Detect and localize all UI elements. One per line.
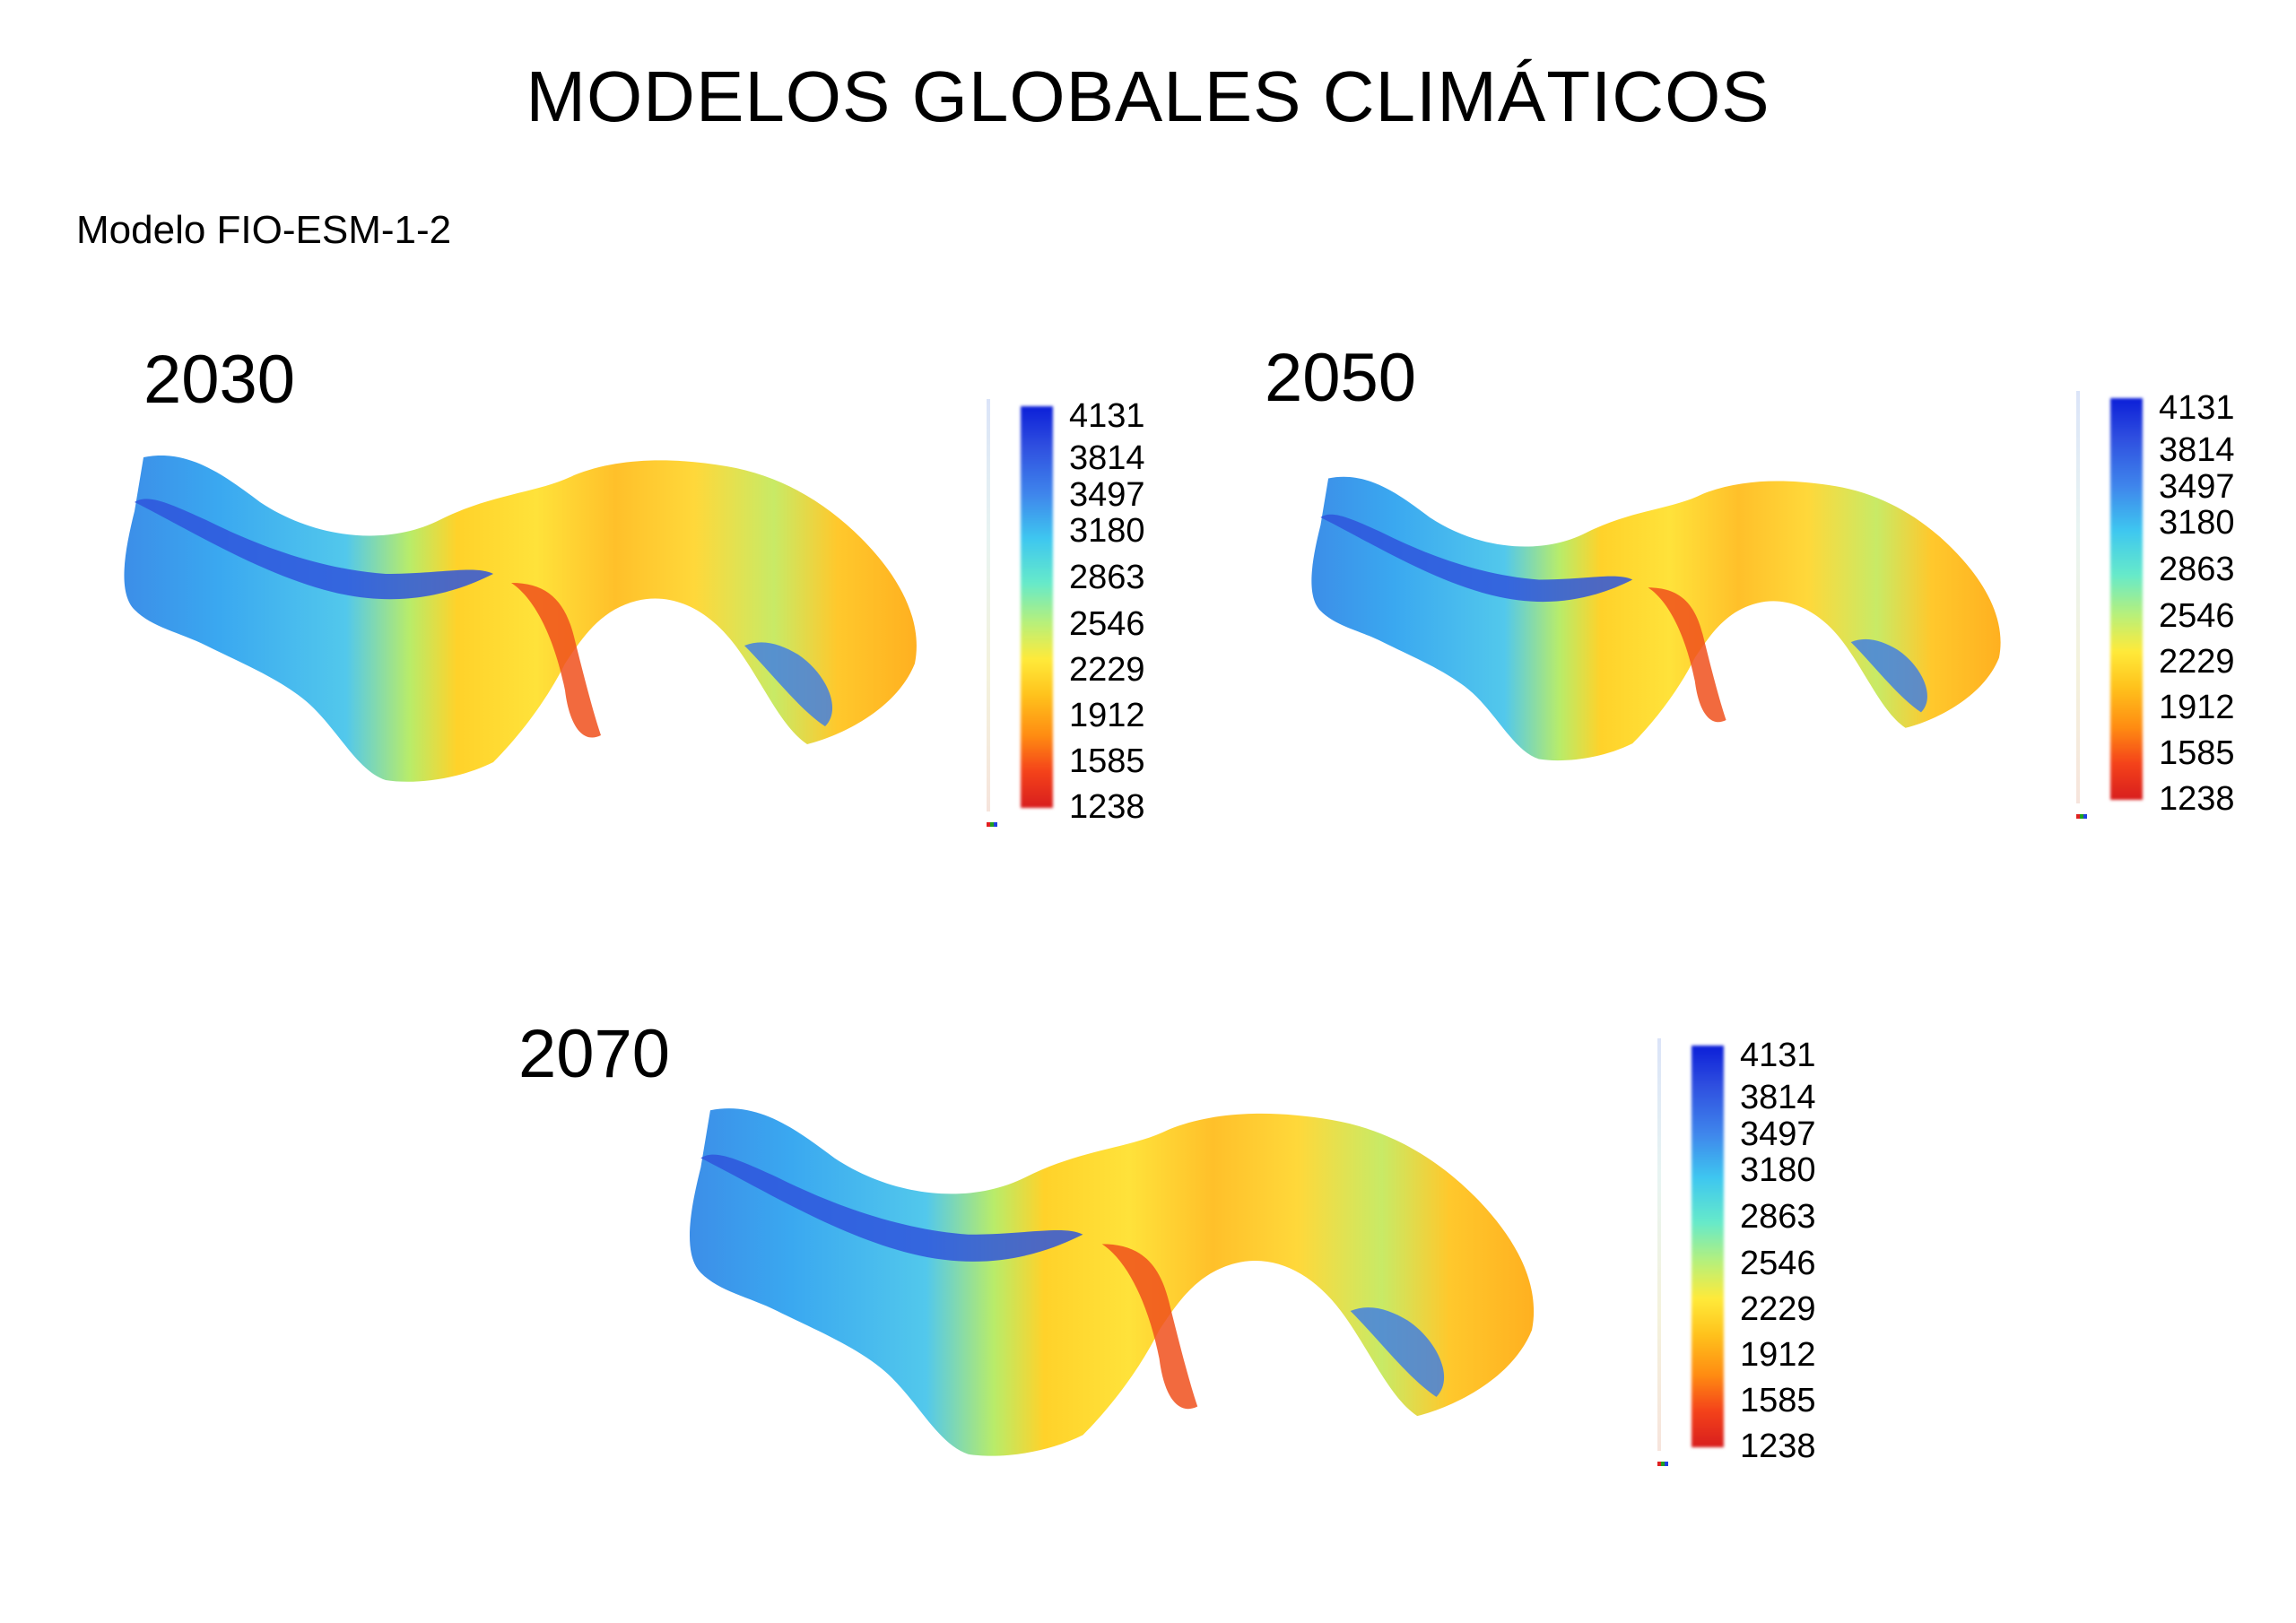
legend-label: 2546 — [1069, 605, 1145, 643]
map-shape — [1311, 476, 2001, 761]
legend-label: 2546 — [1740, 1245, 1816, 1282]
legend-label: 3814 — [2159, 431, 2235, 469]
panama-map — [690, 1108, 1535, 1456]
legend-label: 3814 — [1740, 1079, 1816, 1116]
year-label: 2050 — [1265, 340, 1417, 416]
legend-label: 3814 — [1069, 439, 1145, 477]
legend-label: 3497 — [1740, 1115, 1816, 1153]
legend-label: 2863 — [2159, 551, 2235, 588]
legend-label: 4131 — [2159, 389, 2235, 427]
legend-label: 1585 — [2159, 734, 2235, 772]
legend-label: 1912 — [2159, 689, 2235, 726]
legend-label: 1238 — [2159, 780, 2235, 818]
legend-label: 2229 — [1069, 651, 1145, 689]
legend-label: 4131 — [1069, 397, 1145, 435]
legend-label: 2229 — [2159, 643, 2235, 681]
legend-label: 3497 — [2159, 468, 2235, 506]
model-subtitle: Modelo FIO-ESM-1-2 — [76, 208, 452, 252]
legend-label: 1912 — [1740, 1336, 1816, 1374]
legend-label: 2229 — [1740, 1290, 1816, 1328]
legend-label: 2863 — [1069, 559, 1145, 596]
panama-map — [1311, 476, 2001, 761]
legend-label: 1238 — [1069, 788, 1145, 826]
year-label: 2070 — [518, 1016, 671, 1092]
year-label: 2030 — [144, 342, 296, 418]
legend-label: 3180 — [2159, 504, 2235, 542]
legend-label: 1238 — [1740, 1428, 1816, 1465]
page-title: MODELOS GLOBALES CLIMÁTICOS — [526, 56, 1770, 136]
legend-label: 4131 — [1740, 1037, 1816, 1074]
map-shape — [124, 456, 917, 782]
legend-label: 3497 — [1069, 476, 1145, 514]
legend-label: 3180 — [1740, 1151, 1816, 1189]
panama-map — [124, 456, 917, 782]
legend-label: 2863 — [1740, 1198, 1816, 1236]
legend-label: 3180 — [1069, 512, 1145, 550]
legend-color-bar — [1021, 406, 1053, 808]
legend-color-bar — [1692, 1046, 1724, 1447]
legend-label: 1912 — [1069, 697, 1145, 734]
legend-label: 1585 — [1740, 1382, 1816, 1419]
legend-label: 2546 — [2159, 597, 2235, 635]
legend-label: 1585 — [1069, 742, 1145, 780]
legend-color-bar — [2110, 398, 2143, 800]
map-shape — [690, 1108, 1535, 1456]
